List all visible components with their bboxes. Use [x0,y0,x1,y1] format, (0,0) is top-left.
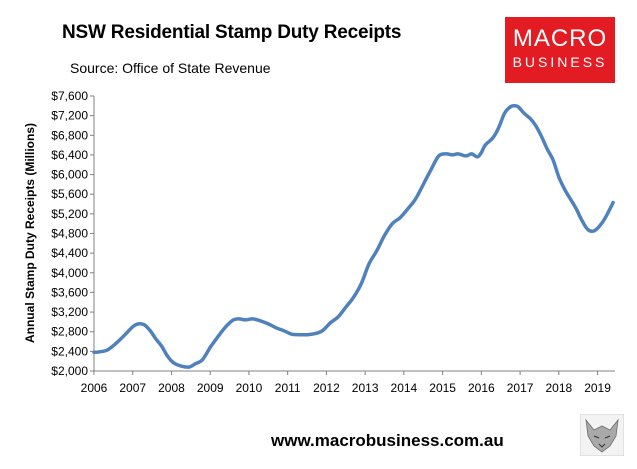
y-tick-label: $4,400 [51,246,88,260]
x-tick-label: 2007 [119,381,146,395]
series-line-receipts [94,106,613,367]
x-tick-label: 2019 [584,381,611,395]
y-tick-label: $5,600 [51,187,88,201]
y-tick-label: $5,200 [51,207,88,221]
y-tick-label: $6,800 [51,128,88,142]
wolf-logo-icon [580,414,624,456]
x-tick-label: 2006 [81,381,108,395]
y-axis-title: Annual Stamp Duty Receipts (Millions) [23,123,37,343]
y-tick-label: $6,400 [51,148,88,162]
x-tick-label: 2012 [313,381,340,395]
x-tick-label: 2014 [391,381,418,395]
x-tick-label: 2009 [197,381,224,395]
y-tick-label: $7,200 [51,109,88,123]
x-tick-label: 2010 [236,381,263,395]
y-tick-label: $6,000 [51,168,88,182]
y-tick-label: $2,400 [51,344,88,358]
y-tick-label: $2,000 [51,364,88,378]
y-tick-label: $7,600 [51,89,88,103]
x-tick-label: 2013 [352,381,379,395]
x-tick-label: 2015 [429,381,456,395]
y-tick-label: $4,800 [51,227,88,241]
website-url: www.macrobusiness.com.au [271,431,504,451]
x-tick-label: 2008 [158,381,185,395]
x-tick-label: 2017 [507,381,534,395]
y-tick-label: $4,000 [51,266,88,280]
y-tick-label: $3,600 [51,285,88,299]
x-tick-label: 2016 [468,381,495,395]
y-tick-label: $2,800 [51,325,88,339]
x-tick-label: 2018 [545,381,572,395]
y-tick-label: $3,200 [51,305,88,319]
x-tick-label: 2011 [275,381,301,395]
